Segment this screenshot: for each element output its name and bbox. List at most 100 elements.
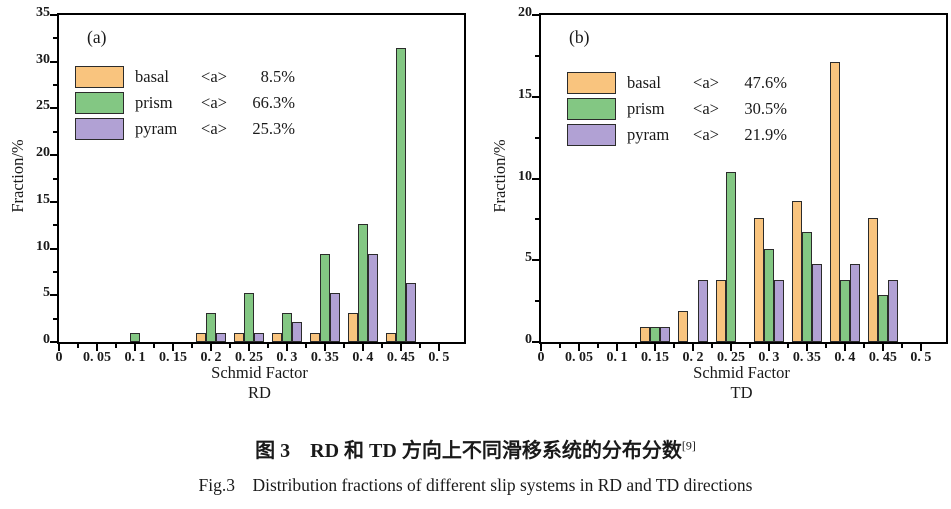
caption-zh-text: 图 3 RD 和 TD 方向上不同滑移系统的分布分数 [255,440,682,462]
bar-prism [725,171,736,342]
legend-label: basal [627,72,661,92]
x-minor-tick [710,344,713,348]
bar-prism [281,313,292,342]
legend-label: pyram [627,124,670,144]
legend-label: pyram [135,118,178,138]
legend: basal <a> 47.6% prism <a> 30.5% pyram <a… [567,71,787,146]
legend-slip-direction: <a> [693,72,719,92]
bar-pyram [291,322,302,342]
x-minor-tick [900,344,903,348]
legend-slip-direction: <a> [693,98,719,118]
legend-swatch-prism [75,91,124,114]
plot-area: (b) basal <a> 47.6% prism <a> 30.5% pyra… [518,5,948,365]
x-minor-tick [114,344,117,348]
bar-prism [839,279,850,342]
bar-prism [319,254,330,342]
bar-basal [233,332,244,342]
x-tick [615,344,618,351]
bar-basal [309,332,320,342]
x-tick [919,344,922,351]
y-tick [50,107,57,110]
x-axis-direction: TD [730,383,753,402]
x-tick [881,344,884,351]
x-axis-label-block: Schmid Factor RD [57,363,462,403]
x-tick-label: 0. 05 [82,350,111,365]
y-minor-tick [535,300,539,303]
y-tick [532,259,539,262]
legend-swatch-pyram [75,117,124,140]
y-minor-tick [53,317,57,320]
x-tick [653,344,656,351]
y-minor-tick [53,84,57,87]
x-tick-label: 0. 15 [158,350,187,365]
caption-reference: [9] [681,438,696,453]
bar-pyram [697,279,708,342]
x-minor-tick [634,344,637,348]
legend-swatch-prism [567,97,616,120]
x-tick-label: 0. 25 [716,350,745,365]
y-minor-tick [53,37,57,40]
bar-basal [791,201,802,342]
legend-label: prism [135,92,173,112]
y-tick-label: 15 [518,86,532,102]
x-tick [399,344,402,351]
x-tick-label: 0 [55,350,63,365]
bar-basal [385,332,396,342]
x-tick [805,344,808,351]
y-tick [50,247,57,250]
legend-percentage: 66.3% [252,92,295,112]
legend-swatch-basal [75,65,124,88]
legend-label: basal [135,66,169,86]
legend-percentage: 21.9% [744,124,787,144]
legend-row: pyram <a> 21.9% [567,123,787,146]
bar-basal [753,217,764,342]
legend-slip-direction: <a> [201,66,227,86]
bar-prism [649,327,660,342]
y-tick [50,200,57,203]
y-minor-tick [53,130,57,133]
x-axis-direction: RD [248,383,271,402]
y-tick-label: 15 [36,191,50,207]
y-tick [50,14,57,16]
x-minor-tick [76,344,79,348]
x-tick [577,344,580,351]
x-minor-tick [266,344,269,348]
bar-basal [829,62,840,342]
bar-basal [347,313,358,342]
y-minor-tick [53,270,57,273]
bar-prism [877,294,888,342]
x-tick [285,344,288,351]
bar-prism [357,224,368,342]
figure-caption: 图 3 RD 和 TD 方向上不同滑移系统的分布分数[9] Fig.3 Dist… [0,434,951,497]
y-tick [532,177,539,180]
legend-percentage: 25.3% [252,118,295,138]
x-tick-label: 0. 35 [792,350,821,365]
bar-basal [639,327,650,342]
x-tick [361,344,364,351]
y-tick [532,341,539,343]
caption-line-en: Fig.3 Distribution fractions of differen… [198,475,753,495]
panel-label: (b) [569,27,590,47]
x-minor-tick [418,344,421,348]
x-tick [95,344,98,351]
bar-pyram [773,279,784,342]
x-tick [247,344,250,351]
x-tick-label: 0. 25 [234,350,263,365]
y-tick-label: 25 [36,98,50,114]
panel-label: (a) [87,27,107,47]
x-tick-label: 0. 35 [310,350,339,365]
x-tick-label: 0. 2 [682,350,704,365]
y-tick [50,60,57,63]
y-tick [50,341,57,343]
x-tick [540,344,542,351]
bar-pyram [329,293,340,342]
legend: basal <a> 8.5% prism <a> 66.3% pyram <a>… [75,65,295,140]
x-axis-label: Schmid Factor [693,363,790,382]
x-minor-tick [824,344,827,348]
bar-prism [395,47,406,342]
caption-line-zh: 图 3 RD 和 TD 方向上不同滑移系统的分布分数[9] [0,434,951,463]
bar-prism [763,248,774,342]
y-tick-label: 5 [43,285,50,301]
legend-slip-direction: <a> [201,92,227,112]
y-minor-tick [535,54,539,57]
